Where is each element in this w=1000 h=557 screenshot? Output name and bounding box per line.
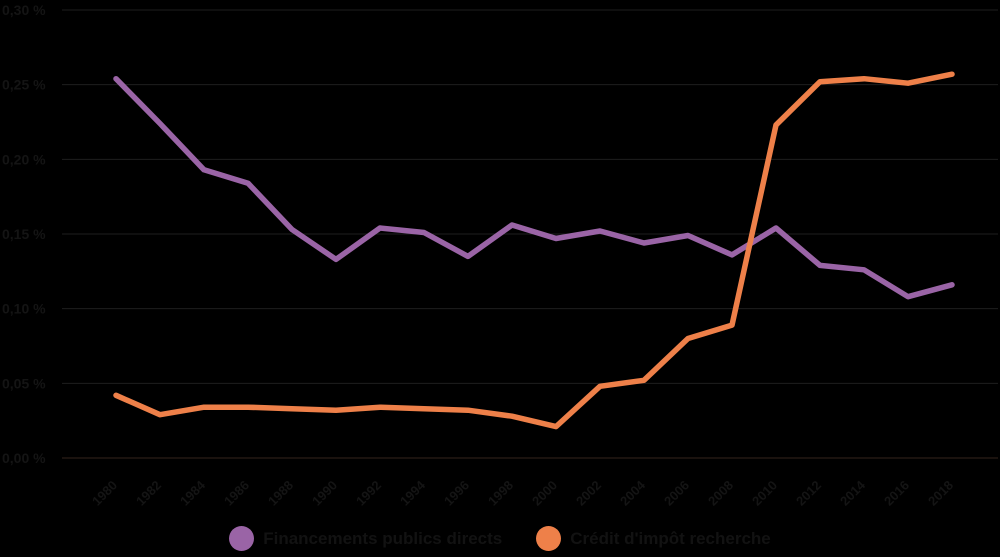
x-axis-tick-label: 2000 bbox=[529, 478, 560, 509]
x-axis-tick-label: 1992 bbox=[353, 478, 384, 509]
legend-label-financements-publics-directs: Financements publics directs bbox=[263, 528, 503, 548]
x-axis-tick-label: 2004 bbox=[617, 477, 649, 509]
x-axis-tick-label: 2006 bbox=[661, 478, 692, 509]
y-axis-tick-label: 0,15 % bbox=[2, 226, 46, 242]
line-chart-svg: 0,00 % 0,05 % 0,10 % 0,15 % 0,20 % 0,25 % 0,30… bbox=[2, 2, 998, 509]
x-axis-tick-label: 1996 bbox=[441, 478, 472, 509]
legend-dot-purple-icon bbox=[229, 526, 255, 551]
series-line-financements-directs bbox=[113, 75, 955, 300]
x-axis-tick-label: 1984 bbox=[177, 477, 209, 509]
x-axis-tick-label: 1988 bbox=[265, 478, 296, 509]
y-axis-tick-label: 0,25 % bbox=[2, 77, 46, 93]
x-axis-tick-label: 2018 bbox=[925, 478, 956, 509]
x-axis-tick-label: 1990 bbox=[309, 478, 340, 509]
y-axis-tick-label: 0,05 % bbox=[2, 375, 46, 391]
y-axis-tick-label: 0,00 % bbox=[2, 450, 46, 466]
x-axis-tick-label: 1998 bbox=[485, 478, 516, 509]
x-axis-tick-label: 1982 bbox=[133, 478, 164, 509]
x-axis-tick-label: 2010 bbox=[749, 478, 780, 509]
x-axis-tick-label: 2016 bbox=[881, 478, 912, 509]
x-axis-tick-label: 2008 bbox=[705, 478, 736, 509]
x-axis-tick-label: 1980 bbox=[89, 478, 120, 509]
chart-legend: Financements publics directs Crédit d'im… bbox=[0, 526, 1000, 551]
x-axis-tick-label: 1994 bbox=[397, 477, 429, 509]
x-axis-tick-label: 2002 bbox=[573, 478, 604, 509]
legend-item-financements-publics-directs: Financements publics directs bbox=[229, 526, 502, 551]
y-axis-tick-label: 0,30 % bbox=[2, 2, 46, 18]
legend-item-credit-impot-recherche: Crédit d'impôt recherche bbox=[536, 526, 771, 551]
series-line-credit-impot bbox=[113, 71, 955, 430]
legend-dot-orange-icon bbox=[536, 526, 562, 551]
x-axis-tick-label: 2012 bbox=[793, 478, 824, 509]
x-axis-tick-label: 1986 bbox=[221, 478, 252, 509]
y-axis-tick-label: 0,10 % bbox=[2, 301, 46, 317]
legend-label-credit-impot-recherche: Crédit d'impôt recherche bbox=[570, 528, 771, 548]
y-axis-tick-label: 0,20 % bbox=[2, 151, 46, 167]
x-axis-tick-label: 2014 bbox=[837, 477, 869, 509]
